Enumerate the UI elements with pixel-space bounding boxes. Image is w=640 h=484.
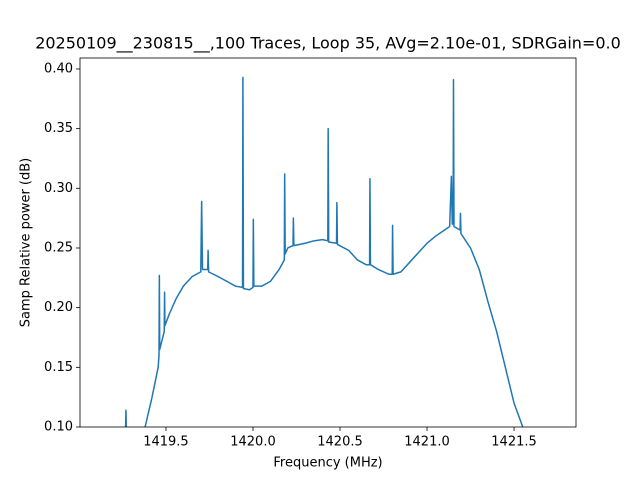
x-tick-label: 1421.5 xyxy=(491,435,537,450)
y-tick-label: 0.25 xyxy=(44,240,73,255)
data-line xyxy=(124,76,524,427)
x-tick-label: 1420.5 xyxy=(317,435,363,450)
x-axis-label: Frequency (MHz) xyxy=(273,456,382,471)
y-tick-label: 0.40 xyxy=(44,61,73,76)
y-tick-label: 0.15 xyxy=(44,360,73,375)
y-tick-label: 0.20 xyxy=(44,300,73,315)
chart-title: 20250109__230815__,100 Traces, Loop 35, … xyxy=(35,34,621,54)
y-tick-label: 0.30 xyxy=(44,181,73,196)
y-tick-label: 0.35 xyxy=(44,121,73,136)
x-tick-label: 1421.0 xyxy=(404,435,450,450)
y-axis-label: Samp Relative power (dB) xyxy=(19,158,34,327)
plot-frame xyxy=(79,57,577,428)
y-tick-label: 0.10 xyxy=(44,420,73,435)
x-tick-label: 1420.0 xyxy=(230,435,276,450)
x-tick-label: 1419.5 xyxy=(143,435,189,450)
